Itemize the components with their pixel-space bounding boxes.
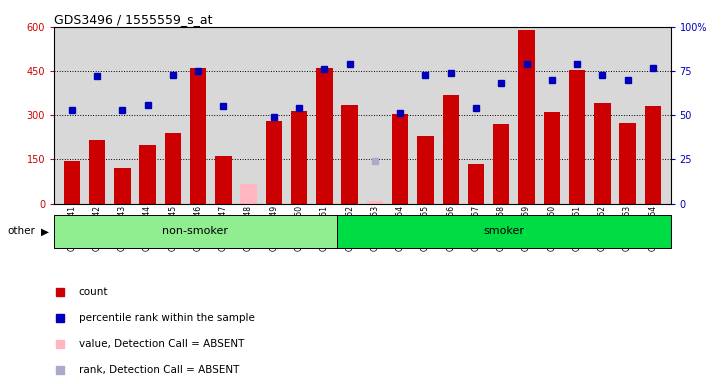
Bar <box>164 133 181 204</box>
Bar <box>215 156 231 204</box>
Bar <box>139 145 156 204</box>
Text: percentile rank within the sample: percentile rank within the sample <box>79 313 255 323</box>
Text: value, Detection Call = ABSENT: value, Detection Call = ABSENT <box>79 339 244 349</box>
Bar <box>190 68 206 204</box>
Text: ▶: ▶ <box>41 226 49 237</box>
Bar <box>569 70 585 204</box>
Bar <box>265 121 282 204</box>
Text: other: other <box>7 226 35 237</box>
Text: smoker: smoker <box>483 226 524 237</box>
Bar <box>114 168 131 204</box>
Text: rank, Detection Call = ABSENT: rank, Detection Call = ABSENT <box>79 364 239 375</box>
Bar <box>89 140 105 204</box>
Bar <box>493 124 510 204</box>
Text: GDS3496 / 1555559_s_at: GDS3496 / 1555559_s_at <box>54 13 213 26</box>
Bar <box>63 161 80 204</box>
Bar <box>645 106 661 204</box>
Bar <box>443 94 459 204</box>
Bar <box>342 105 358 204</box>
Bar <box>468 164 485 204</box>
Bar <box>544 112 560 204</box>
Bar <box>367 200 383 204</box>
Bar <box>417 136 433 204</box>
Bar <box>240 184 257 204</box>
Text: count: count <box>79 287 108 297</box>
Bar <box>337 215 671 248</box>
Bar <box>317 68 332 204</box>
Bar <box>619 122 636 204</box>
Bar <box>291 111 307 204</box>
Text: non-smoker: non-smoker <box>162 226 229 237</box>
Bar <box>518 30 535 204</box>
Bar <box>392 114 408 204</box>
Bar <box>594 103 611 204</box>
Bar <box>54 215 337 248</box>
